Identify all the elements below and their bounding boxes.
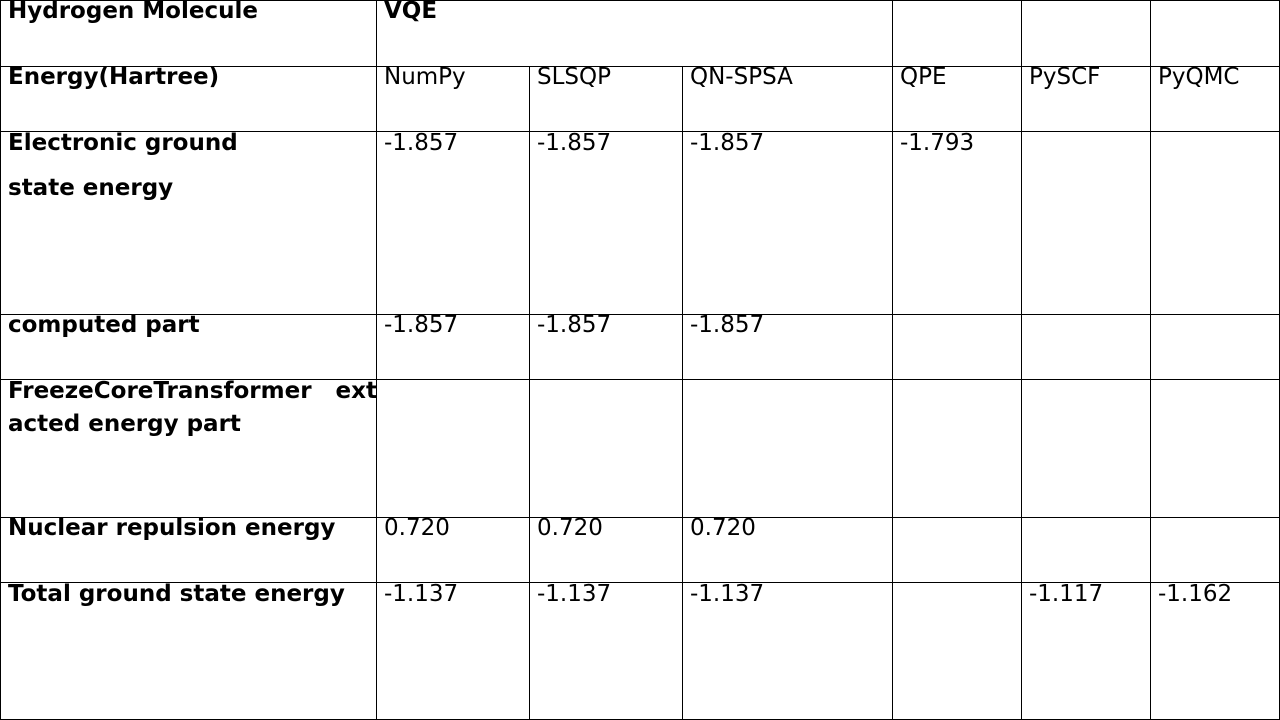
energy-unit-header: Energy(Hartree)	[8, 64, 220, 90]
column-header-qn-spsa: QN-SPSA	[690, 64, 793, 90]
value-cell: 0.720	[690, 515, 756, 541]
row-label-line2: acted energy part	[8, 411, 241, 437]
value-cell: -1.857	[384, 130, 459, 156]
column-divider	[1150, 0, 1151, 720]
value-cell	[1021, 366, 1150, 369]
value-cell	[1150, 300, 1279, 303]
value-cell: -1.857	[690, 130, 765, 156]
value-cell: -1.857	[537, 130, 612, 156]
value-cell: 0.720	[537, 515, 603, 541]
column-divider	[376, 0, 377, 720]
value-cell	[682, 366, 892, 369]
column-header-slsqp: SLSQP	[537, 64, 611, 90]
table-border-top	[0, 0, 1280, 1]
column-divider	[529, 66, 530, 720]
value-cell	[892, 569, 1021, 572]
row-label-line1: Electronic ground	[8, 130, 238, 156]
column-divider	[682, 66, 683, 720]
table-border-left	[0, 0, 1, 720]
value-cell: -1.117	[1029, 581, 1104, 607]
value-cell	[1021, 503, 1150, 506]
row-divider	[0, 131, 1280, 132]
row-label-line1: Nuclear repulsion energy	[8, 515, 336, 541]
row-divider	[0, 66, 1280, 67]
column-divider	[1021, 0, 1022, 720]
value-cell: 0.720	[384, 515, 450, 541]
value-cell: -1.137	[384, 581, 459, 607]
value-cell: -1.857	[537, 312, 612, 338]
row-label-line1: Total ground state energy	[8, 581, 345, 607]
value-cell	[1150, 366, 1279, 369]
column-header-pyqmc: PyQMC	[1158, 64, 1240, 90]
row-divider	[0, 517, 1280, 518]
value-cell	[1150, 118, 1279, 121]
row-divider	[0, 379, 1280, 380]
value-cell	[892, 503, 1021, 506]
column-header-qpe: QPE	[900, 64, 947, 90]
table-title-cell: Hydrogen Molecule	[8, 0, 258, 24]
column-header-pyscf: PySCF	[1029, 64, 1101, 90]
value-cell	[892, 366, 1021, 369]
value-cell	[1150, 503, 1279, 506]
value-cell: -1.137	[537, 581, 612, 607]
column-header-numpy: NumPy	[384, 64, 466, 90]
row-label-line1: FreezeCoreTransformer extr	[8, 378, 376, 404]
vqe-group-header: VQE	[384, 0, 438, 24]
row-divider	[0, 314, 1280, 315]
value-cell	[529, 366, 682, 369]
value-cell: -1.857	[384, 312, 459, 338]
value-cell: -1.793	[900, 130, 975, 156]
row-label-line1: computed part	[8, 312, 200, 338]
row-divider	[0, 582, 1280, 583]
value-cell	[1021, 118, 1150, 121]
row-label-line2: state energy	[8, 175, 174, 201]
value-cell	[376, 366, 529, 369]
value-cell	[1021, 300, 1150, 303]
value-cell: -1.162	[1158, 581, 1233, 607]
value-cell: -1.857	[690, 312, 765, 338]
value-cell: -1.137	[690, 581, 765, 607]
value-cell	[892, 300, 1021, 303]
column-divider	[892, 0, 893, 720]
